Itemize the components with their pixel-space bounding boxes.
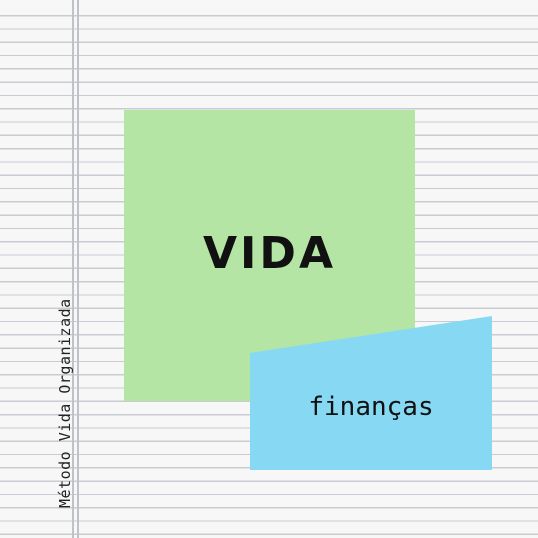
margin-line xyxy=(77,0,79,538)
subtitle-card: finanças xyxy=(250,316,492,470)
subtitle-card-shape xyxy=(250,316,492,470)
margin-line xyxy=(72,0,74,538)
title-text: VIDA xyxy=(203,228,336,279)
subtitle-text: finanças xyxy=(308,392,434,422)
side-label: Método Vida Organizada xyxy=(56,298,74,508)
